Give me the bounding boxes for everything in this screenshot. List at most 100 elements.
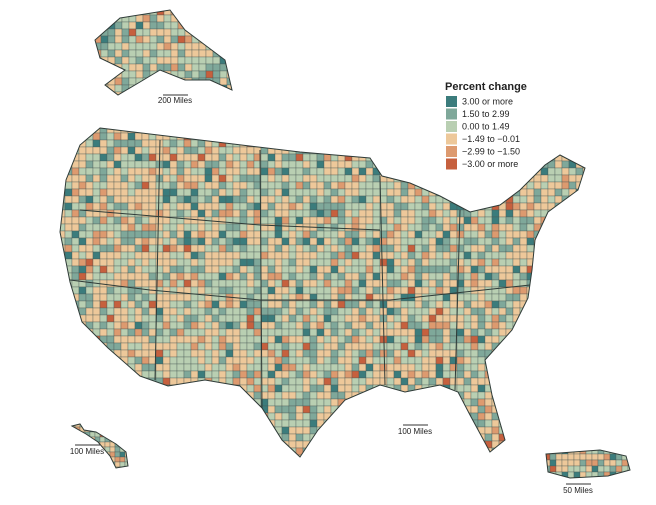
county-cell [162,188,171,197]
county-cell [99,244,108,253]
county-cell [477,174,486,183]
county-cell [372,377,381,386]
county-cell [64,433,73,442]
county-cell [627,471,630,478]
county-cell [64,377,73,386]
county-cell [134,377,143,386]
county-cell [561,258,570,267]
county-cell [100,49,109,58]
county-cell [288,454,297,457]
county-cell [71,195,80,204]
county-cell [456,440,465,449]
county-cell [253,356,262,365]
county-cell [205,14,214,23]
county-cell [253,349,262,358]
county-cell [379,128,388,134]
county-cell [85,363,94,372]
county-cell [107,42,116,51]
county-cell [330,363,339,372]
county-cell [526,405,535,414]
county-cell [100,14,109,23]
county-cell [337,258,346,267]
county-cell [428,419,437,428]
county-cell [344,300,353,309]
county-cell [176,293,185,302]
county-cell [491,440,500,449]
county-cell [554,272,563,281]
county-cell [519,174,528,183]
county-cell [435,153,444,162]
county-cell [120,272,129,281]
county-cell [470,342,479,351]
county-cell [568,328,577,337]
county-cell [442,398,451,407]
county-cell [134,216,143,225]
county-cell [386,412,395,421]
county-cell [288,195,297,204]
county-cell [190,433,199,442]
county-cell [505,258,514,267]
county-cell [288,300,297,309]
county-cell [226,28,232,37]
county-cell [449,307,458,316]
county-cell [183,433,192,442]
county-cell [253,139,262,148]
county-cell [211,258,220,267]
county-cell [85,370,94,379]
county-cell [113,321,122,330]
county-cell [85,146,94,155]
county-cell [491,223,500,232]
county-cell [225,370,234,379]
county-cell [162,272,171,281]
county-cell [184,49,193,58]
county-cell [141,195,150,204]
county-cell [225,363,234,372]
county-cell [274,349,283,358]
county-cell [211,405,220,414]
county-cell [463,188,472,197]
county-cell [519,223,528,232]
county-cell [533,433,542,442]
county-cell [106,370,115,379]
county-cell [232,258,241,267]
county-cell [561,335,570,344]
county-cell [400,237,409,246]
county-cell [85,321,94,330]
county-cell [239,454,248,457]
county-cell [64,398,73,407]
county-cell [302,202,311,211]
county-cell [232,342,241,351]
county-cell [549,453,557,461]
county-cell [120,321,129,330]
county-cell [463,258,472,267]
county-cell [232,405,241,414]
county-cell [89,456,96,463]
county-cell [344,258,353,267]
county-cell [603,477,611,478]
county-cell [351,377,360,386]
county-cell [540,230,549,239]
county-cell [351,181,360,190]
county-cell [554,132,563,141]
county-cell [204,279,213,288]
county-cell [295,349,304,358]
county-cell [281,160,290,169]
county-cell [337,195,346,204]
county-cell [99,314,108,323]
county-cell [162,349,171,358]
county-cell [127,209,136,218]
county-cell [428,167,437,176]
county-cell [575,216,584,225]
county-cell [288,342,297,351]
county-cell [155,216,164,225]
county-cell [211,251,220,260]
county-cell [337,209,346,218]
county-cell [281,209,290,218]
county-cell [575,132,584,141]
county-cell [281,426,290,435]
county-cell [60,174,66,183]
county-cell [435,419,444,428]
county-cell [351,258,360,267]
county-cell [421,335,430,344]
county-cell [323,265,332,274]
